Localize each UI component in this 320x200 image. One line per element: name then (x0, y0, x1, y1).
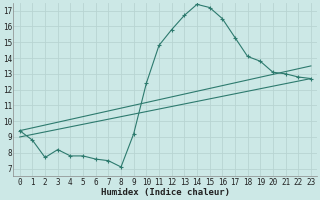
X-axis label: Humidex (Indice chaleur): Humidex (Indice chaleur) (101, 188, 230, 197)
